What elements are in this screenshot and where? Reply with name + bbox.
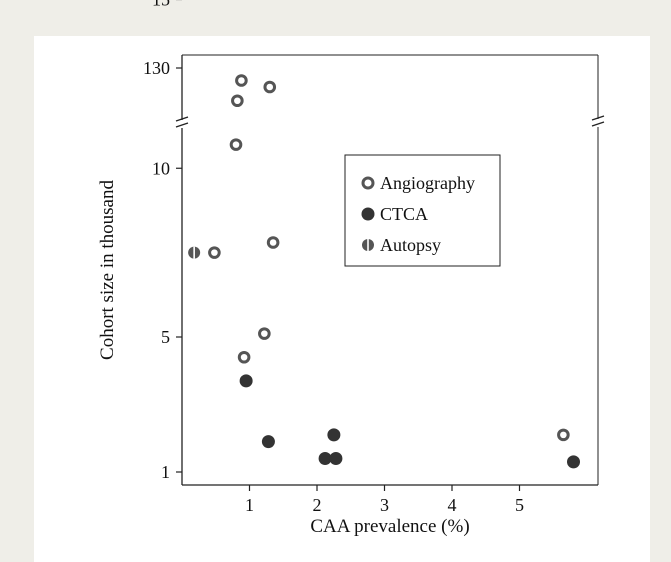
- axis-break-right: [591, 115, 605, 127]
- legend: Angiography CTCA Autopsy: [344, 154, 501, 267]
- legend-autopsy-marker: [362, 239, 374, 251]
- ctca-point: [329, 452, 343, 465]
- angiography-point: [229, 138, 243, 151]
- legend-angiography-label: Angiography: [380, 173, 475, 193]
- ctca-point: [567, 455, 580, 469]
- angiography-point: [266, 236, 280, 249]
- ctca-point: [261, 435, 275, 449]
- chart-panel: [34, 36, 650, 562]
- axis-break-left: [175, 116, 189, 128]
- autopsy-point: [188, 246, 201, 259]
- x-axis-ticks: 1 2 3 4 5: [245, 485, 524, 515]
- x-tick-label: 1: [245, 495, 254, 515]
- x-tick-label: 3: [380, 495, 389, 515]
- x-axis-label: CAA prevalence (%): [310, 516, 469, 537]
- angiography-point: [263, 80, 277, 94]
- ctca-point: [239, 374, 253, 388]
- legend-angiography-marker: [361, 176, 375, 190]
- y-tick-label: 10: [152, 158, 170, 178]
- angiography-point: [208, 246, 221, 259]
- angiography-point: [237, 350, 251, 364]
- ctca-point: [327, 428, 341, 442]
- legend-ctca-marker: [361, 207, 375, 221]
- angiography-point: [258, 327, 271, 340]
- y-tick-label: 15: [152, 0, 170, 10]
- y-axis-label: Cohort size in thousand: [97, 180, 118, 360]
- data-points: [188, 74, 580, 469]
- angiography-point: [557, 428, 570, 442]
- x-tick-label: 5: [515, 495, 524, 515]
- ctca-point: [318, 452, 332, 465]
- plot-frame: [175, 54, 605, 486]
- y-tick-label: 130: [143, 58, 170, 78]
- x-tick-label: 4: [448, 495, 457, 515]
- x-tick-label: 2: [313, 495, 322, 515]
- y-tick-label: 1: [161, 462, 170, 482]
- legend-ctca-label: CTCA: [380, 204, 428, 224]
- legend-autopsy-label: Autopsy: [380, 235, 441, 255]
- angiography-point: [231, 94, 244, 108]
- angiography-point: [235, 74, 248, 87]
- y-axis-ticks: 15101520130: [143, 0, 182, 482]
- y-tick-label: 5: [161, 327, 170, 347]
